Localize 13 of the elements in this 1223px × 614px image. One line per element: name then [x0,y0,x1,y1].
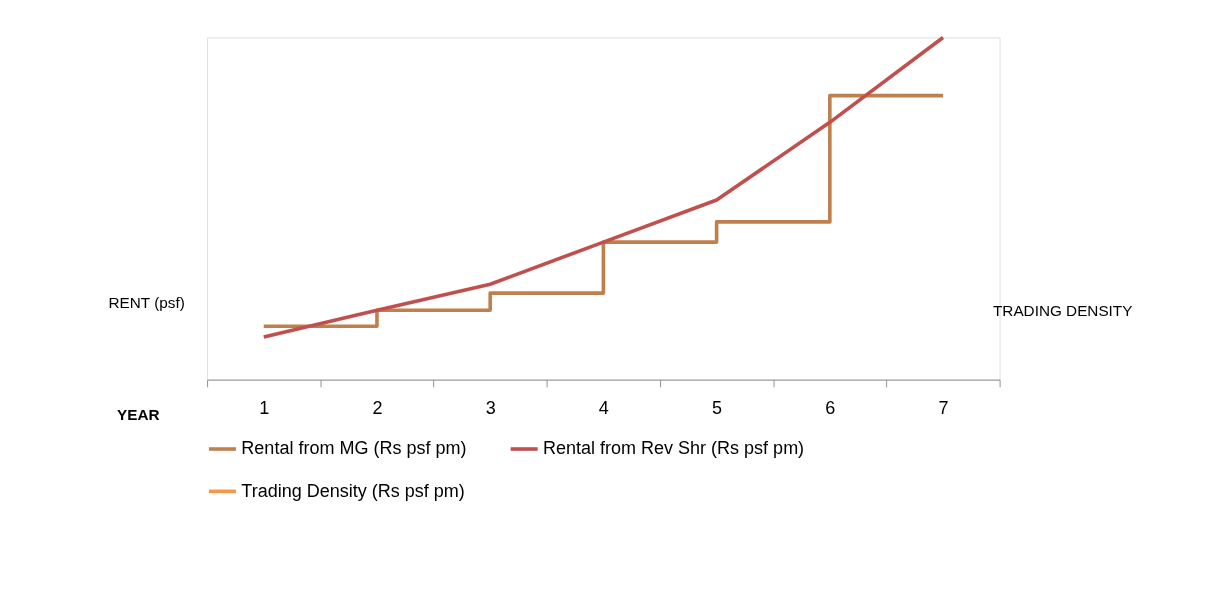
x-tick-label: 2 [372,398,383,419]
x-tick-label: 6 [825,398,836,419]
legend-label: Rental from Rev Shr (Rs psf pm) [543,438,805,459]
x-axis-title: YEAR [117,406,160,424]
x-tick-label: 5 [712,398,723,419]
x-tick-label: 3 [485,398,496,419]
x-tick-label: 7 [938,398,949,419]
y-axis-title: RENT (psf) [108,294,185,312]
legend-label: Trading Density (Rs psf pm) [241,480,465,501]
legend-label: Rental from MG (Rs psf pm) [241,438,467,459]
x-tick-label: 1 [259,398,270,419]
y2-axis-title: TRADING DENSITY [993,301,1133,319]
x-tick-label: 4 [598,398,609,419]
